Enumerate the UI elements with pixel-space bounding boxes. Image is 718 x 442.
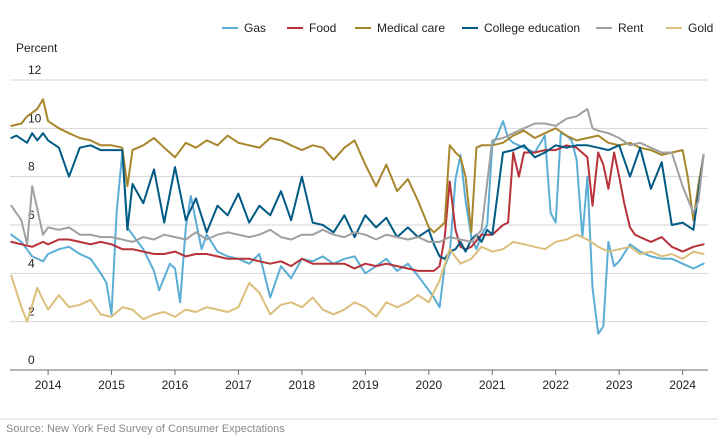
x-tick-label: 2020 [415, 378, 442, 392]
series-lines [10, 98, 705, 335]
series-line-gold [10, 233, 705, 323]
series-line-college-education [10, 132, 705, 260]
y-axis-ticks: 0 2 4 6 8 10 12 [28, 63, 42, 367]
source-note: Source: New York Fed Survey of Consumer … [6, 423, 285, 435]
legend: Gas Food Medical care College education Rent… [222, 21, 713, 35]
y-tick-label: 2 [28, 305, 35, 319]
series-line-food [10, 144, 705, 272]
y-tick-label: 6 [28, 208, 35, 222]
y-tick-label: 10 [28, 111, 42, 125]
legend-label-college-education: College education [484, 21, 580, 35]
y-tick-label: 12 [28, 63, 42, 77]
x-tick-label: 2022 [542, 378, 569, 392]
series-line-gas [10, 120, 705, 335]
x-tick-label: 2019 [352, 378, 379, 392]
x-tick-label: 2014 [35, 378, 62, 392]
legend-label-medical-care: Medical care [377, 21, 445, 35]
y-tick-label: 4 [28, 256, 35, 270]
x-axis-ticks: 2014 2015 2016 2017 2018 2019 2020 2021 2022 2023… [35, 370, 696, 392]
legend-label-gold: Gold [688, 21, 713, 35]
y-axis-label: Percent [16, 41, 58, 55]
x-tick-label: 2018 [289, 378, 316, 392]
legend-label-gas: Gas [244, 21, 266, 35]
gridlines [10, 79, 708, 323]
legend-label-rent: Rent [618, 21, 644, 35]
x-tick-label: 2024 [669, 378, 696, 392]
series-line-medical-care [10, 98, 705, 234]
x-tick-label: 2023 [606, 378, 633, 392]
y-tick-label: 0 [28, 353, 35, 367]
x-tick-label: 2015 [98, 378, 125, 392]
x-tick-label: 2017 [225, 378, 252, 392]
x-tick-label: 2021 [479, 378, 506, 392]
series-line-rent [10, 108, 705, 246]
y-tick-label: 8 [28, 160, 35, 174]
legend-label-food: Food [309, 21, 336, 35]
x-tick-label: 2016 [162, 378, 189, 392]
